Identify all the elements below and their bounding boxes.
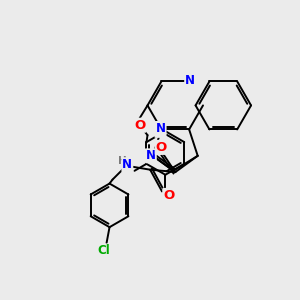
Text: H: H [118, 156, 127, 166]
Text: Cl: Cl [97, 244, 110, 257]
Text: N: N [146, 149, 156, 162]
Text: N: N [155, 124, 165, 137]
Text: N: N [185, 74, 195, 87]
Text: N: N [122, 158, 132, 171]
Text: N: N [155, 122, 165, 135]
Text: O: O [156, 141, 167, 154]
Text: O: O [134, 119, 145, 132]
Text: O: O [164, 189, 175, 202]
